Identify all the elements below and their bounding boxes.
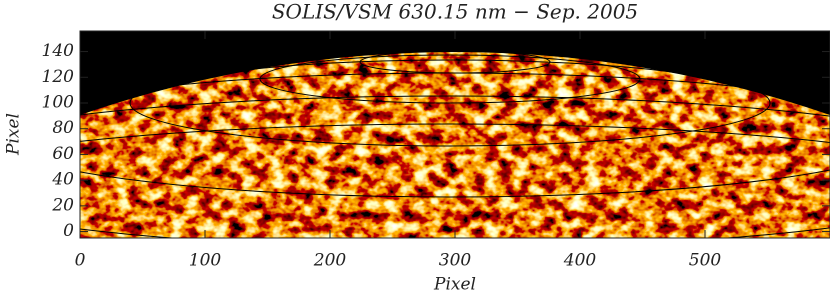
x-axis-label: Pixel [433, 275, 476, 295]
chart-title: SOLIS/VSM 630.15 nm − Sep. 2005 [272, 0, 638, 24]
y-tick-label: 20 [51, 195, 74, 215]
y-tick-label: 100 [42, 93, 75, 113]
y-tick-label: 0 [63, 221, 74, 241]
x-tick-label: 300 [439, 251, 472, 271]
y-axis-label: Pixel [4, 113, 24, 156]
y-tick-label: 80 [52, 118, 74, 138]
y-tick-label: 140 [42, 41, 75, 61]
solar-image [80, 31, 830, 238]
y-tick-label: 120 [42, 67, 75, 87]
x-tick-label: 500 [689, 251, 722, 271]
x-tick-label: 400 [563, 251, 597, 271]
x-tick-label: 0 [75, 251, 86, 271]
x-tick-label: 100 [189, 251, 222, 271]
y-tick-label: 40 [51, 170, 74, 190]
x-tick-label: 200 [313, 251, 347, 271]
y-tick-label: 60 [52, 144, 74, 164]
